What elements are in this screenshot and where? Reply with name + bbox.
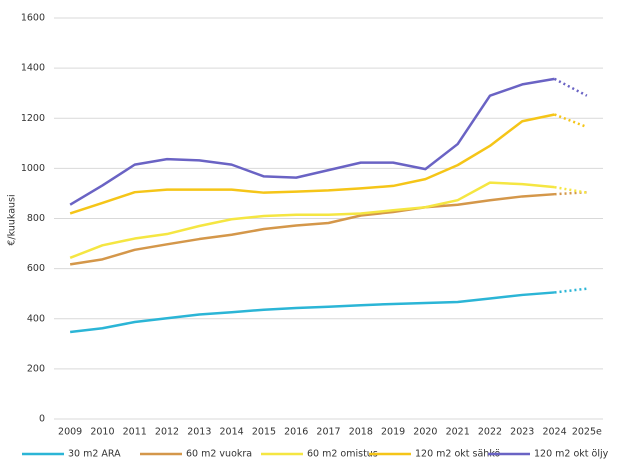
legend-label: 120 m2 okt sähkö [415,449,500,460]
x-tick-label: 2014 [220,427,244,438]
y-tick-label: 1400 [21,63,45,74]
x-tick-label: 2021 [446,427,470,438]
x-tick-label: 2024 [542,427,566,438]
series-line-forecast [554,185,588,194]
y-tick-label: 1200 [21,113,45,124]
x-tick-label: 2013 [187,427,211,438]
y-tick-label: 200 [27,363,45,374]
series-line [69,192,555,266]
series-line-forecast [554,190,587,196]
x-tick-label: 2009 [58,427,82,438]
y-tick-label: 800 [27,213,45,224]
series-line-forecast [553,77,588,97]
series-line-forecast [554,287,587,294]
series-line [69,113,555,215]
y-tick-label: 0 [39,414,45,425]
y-tick-label: 600 [27,263,45,274]
legend-label: 30 m2 ARA [68,449,121,460]
x-tick-label: 2011 [123,427,147,438]
x-tick-label: 2012 [155,427,179,438]
legend-label: 60 m2 vuokra [186,449,252,460]
x-tick-label: 2020 [413,427,437,438]
y-axis-label: €/kuukausi [7,194,18,245]
y-tick-label: 400 [27,313,45,324]
x-tick-label: 2010 [90,427,114,438]
x-tick-label: 2016 [284,427,308,438]
x-tick-label: 2015 [252,427,276,438]
series-line [69,77,555,206]
legend-label: 120 m2 okt öljy [534,449,609,460]
series-line [70,291,555,334]
series-line [69,181,555,260]
x-tick-label: 2023 [510,427,534,438]
x-tick-label: 2019 [381,427,405,438]
x-tick-label: 2017 [316,427,340,438]
y-tick-label: 1600 [21,13,45,24]
x-tick-label: 2018 [349,427,373,438]
x-tick-label: 2025e [572,427,602,438]
series-line-forecast [554,113,588,129]
x-tick-label: 2022 [478,427,502,438]
y-tick-label: 1000 [21,163,45,174]
legend-label: 60 m2 omistus [307,449,378,460]
